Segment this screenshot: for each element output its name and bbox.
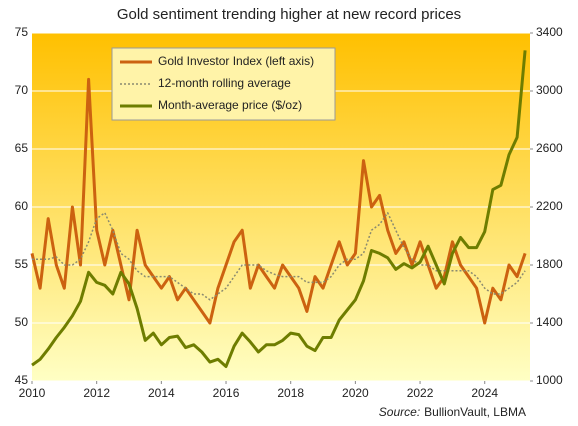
source-note: Source: BullionVault, LBMA xyxy=(379,405,526,419)
series-line xyxy=(31,50,527,368)
y-tick-label: 45 xyxy=(15,373,29,387)
x-tick-label: 2010 xyxy=(19,386,46,400)
x-tick-label: 2012 xyxy=(83,386,110,400)
legend-box xyxy=(111,47,336,121)
y-tick-label: 50 xyxy=(15,315,29,329)
y-tick-label: 70 xyxy=(15,83,29,97)
y2-tick-label: 2200 xyxy=(536,199,563,213)
y2-tick-label: 1400 xyxy=(536,315,563,329)
legend-label: 12-month rolling average xyxy=(158,76,291,90)
y2-tick-label: 1000 xyxy=(536,373,563,387)
source-text: BullionVault, LBMA xyxy=(424,405,526,419)
y-tick-label: 60 xyxy=(15,199,29,213)
series-line xyxy=(32,212,526,301)
y-tick-label: 55 xyxy=(15,257,29,271)
y2-tick-label: 3400 xyxy=(536,25,563,39)
y2-tick-label: 3000 xyxy=(536,83,563,97)
x-tick-label: 2014 xyxy=(148,386,175,400)
x-tick-label: 2024 xyxy=(471,386,498,400)
y2-tick-label: 2600 xyxy=(536,141,563,155)
chart-title: Gold sentiment trending higher at new re… xyxy=(117,6,461,23)
source-label: Source: xyxy=(379,405,420,419)
y-tick-label: 65 xyxy=(15,141,29,155)
x-tick-label: 2020 xyxy=(342,386,369,400)
x-tick-label: 2018 xyxy=(277,386,304,400)
legend-label: Month-average price ($/oz) xyxy=(158,98,302,112)
legend-label: Gold Investor Index (left axis) xyxy=(158,54,314,68)
x-tick-label: 2016 xyxy=(213,386,240,400)
x-tick-label: 2022 xyxy=(407,386,434,400)
y-tick-label: 75 xyxy=(15,25,29,39)
y2-tick-label: 1800 xyxy=(536,257,563,271)
